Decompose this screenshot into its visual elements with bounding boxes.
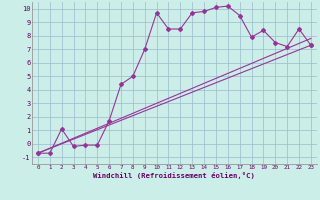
X-axis label: Windchill (Refroidissement éolien,°C): Windchill (Refroidissement éolien,°C)	[93, 172, 255, 179]
